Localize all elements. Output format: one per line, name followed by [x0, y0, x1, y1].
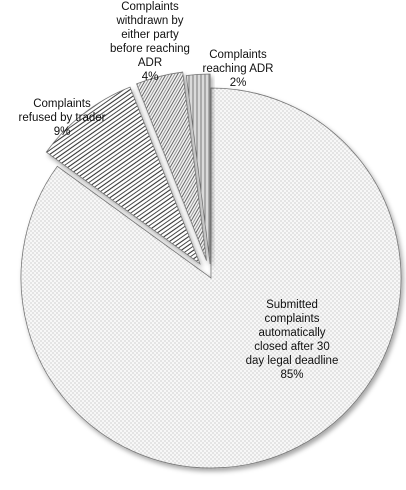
pie-slice-4 [185, 73, 211, 265]
slice-value: 4% [141, 71, 159, 83]
slice-name: Complaints reaching ADR [202, 49, 274, 75]
slice-label-2: Complaints refused by trader 9% [2, 97, 122, 139]
slice-label-4: Complaints reaching ADR 2% [188, 48, 288, 90]
slice-name: Complaints refused by trader [18, 98, 106, 124]
slice-name: Complaints withdrawn by either party bef… [110, 1, 190, 69]
slice-value: 85% [280, 369, 304, 381]
slice-value: 9% [53, 126, 71, 138]
pie-slice-1 [20, 87, 402, 469]
slice-label-1: Submitted complaints automatically close… [227, 298, 357, 382]
slice-value: 2% [229, 77, 247, 89]
pie-slice-2 [45, 86, 201, 265]
slice-label-3: Complaints withdrawn by either party bef… [95, 0, 205, 84]
slice-name: Submitted complaints automatically close… [245, 299, 339, 367]
pie-slice-3 [136, 71, 207, 261]
